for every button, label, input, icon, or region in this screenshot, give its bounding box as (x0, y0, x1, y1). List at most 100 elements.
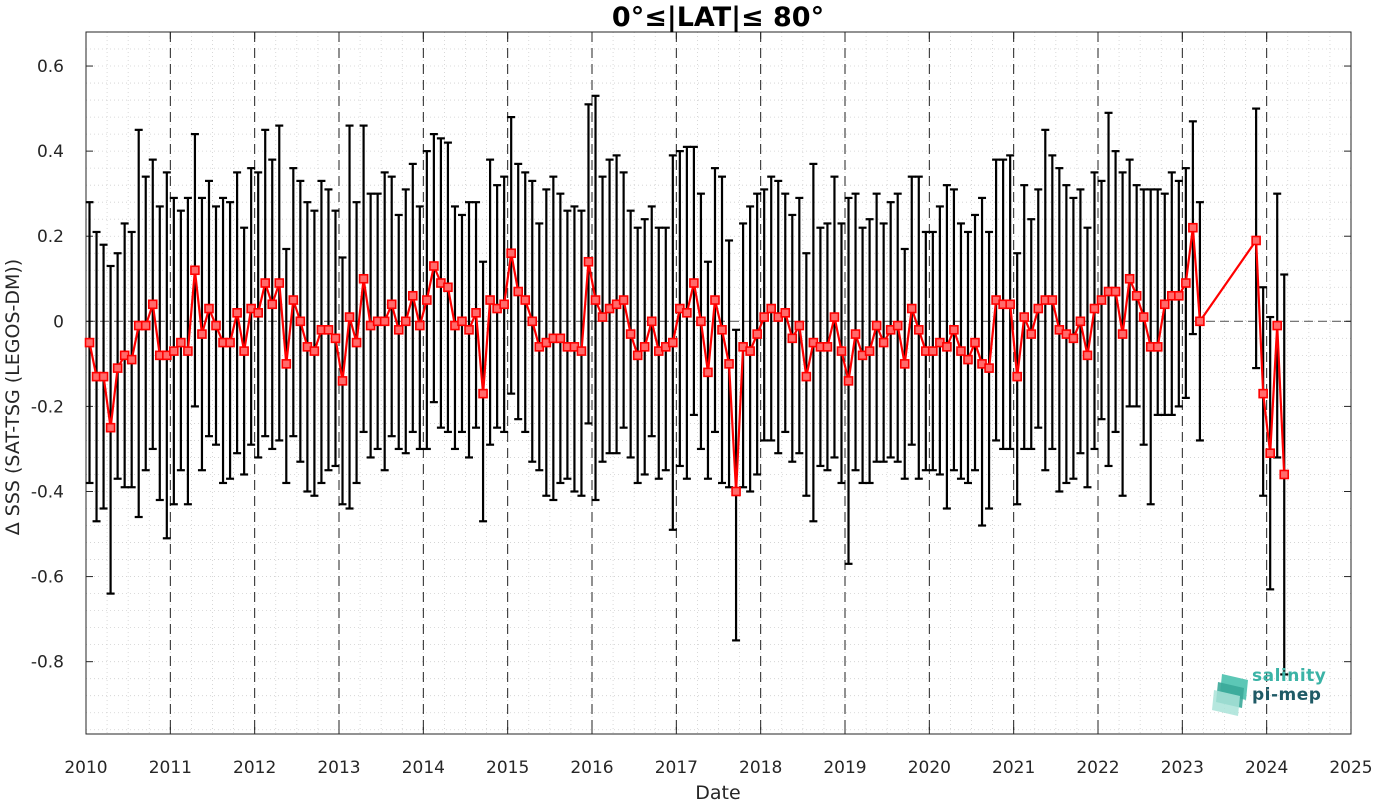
data-point-marker (892, 320, 903, 331)
data-point-marker (913, 325, 924, 335)
data-point-marker (1026, 329, 1037, 339)
data-point-marker (618, 295, 629, 305)
data-point-marker (949, 325, 959, 335)
y-tick-label: 0.6 (37, 57, 64, 77)
data-point-marker (478, 388, 488, 399)
y-tick-labels: 0.6 0.4 0.2 0 -0.2 -0.4 -0.6 -0.8 (31, 57, 64, 673)
data-point-marker (232, 307, 242, 318)
salinity-pi-mep-logo: salinity pi-mep (1212, 664, 1352, 720)
data-point-marker (970, 337, 980, 348)
y-tick-label: 0.4 (37, 142, 64, 162)
data-point-marker (632, 350, 643, 361)
y-tick-label: -0.6 (31, 568, 64, 588)
data-point-marker (309, 346, 320, 356)
y-tick-label: -0.4 (31, 482, 64, 502)
data-point-marker (415, 320, 425, 331)
x-tick-label: 2024 (1245, 758, 1288, 778)
data-point-marker (1279, 469, 1290, 480)
x-tick-label: 2017 (655, 758, 698, 778)
data-point-marker (407, 290, 418, 301)
data-point-marker (485, 295, 495, 305)
data-point-marker (899, 359, 910, 369)
data-point-marker (576, 346, 587, 356)
data-point-marker (625, 329, 636, 339)
data-point-marker (710, 295, 720, 305)
data-point-marker (267, 299, 278, 310)
data-point-marker (351, 337, 362, 348)
data-point-marker (1195, 316, 1205, 327)
minor-grid (85, 32, 1352, 734)
data-point-marker (330, 333, 341, 344)
data-point-marker (583, 256, 594, 267)
x-tick-label: 2014 (402, 758, 445, 778)
data-point-marker (928, 346, 938, 356)
data-point-marker (1033, 303, 1044, 314)
y-tick-label: 0 (53, 312, 64, 332)
data-point-marker (253, 307, 263, 318)
data-point-marker (176, 337, 186, 348)
data-point-marker (1124, 273, 1135, 284)
data-point-marker (696, 316, 706, 327)
data-point-marker (956, 346, 966, 356)
data-point-marker (1089, 303, 1100, 314)
data-point-marker (984, 363, 994, 373)
data-point-marker (274, 278, 285, 288)
data-point-marker (794, 320, 805, 331)
data-point-marker (1110, 286, 1121, 297)
data-point-marker (471, 307, 481, 318)
x-tick-label: 2018 (739, 758, 782, 778)
data-point-marker (822, 342, 833, 352)
data-point-marker (668, 337, 678, 348)
logo-mark-icon (1212, 674, 1248, 716)
data-point-marker (780, 307, 791, 318)
data-point-marker (288, 295, 299, 305)
data-point-marker (766, 303, 777, 314)
x-tick-labels: 2010 2011 2012 2013 2014 2015 2016 2017 2018 2019… (64, 758, 1372, 778)
axis-ticks (85, 32, 1352, 734)
data-point-marker (646, 316, 657, 327)
data-point-marker (400, 316, 411, 327)
data-point-marker (443, 282, 453, 293)
data-point-marker (112, 363, 123, 373)
data-point-marker (801, 371, 812, 382)
major-grid (169, 32, 1268, 734)
error-bars (85, 94, 1289, 676)
data-point-marker (1068, 333, 1079, 344)
data-point-marker (457, 316, 467, 327)
data-point-marker (1188, 222, 1198, 233)
x-axis-label: Date (695, 782, 740, 801)
data-point-marker (464, 325, 474, 335)
y-tick-label: -0.2 (31, 397, 64, 417)
data-point-marker (717, 325, 727, 335)
data-point-marker (590, 295, 601, 305)
data-point-marker (1096, 295, 1107, 305)
x-tick-label: 2015 (486, 758, 529, 778)
data-point-marker (211, 320, 221, 331)
data-point-marker (204, 303, 214, 314)
logo-text-pimep: pi-mep (1252, 685, 1322, 705)
data-point-marker (1075, 316, 1086, 327)
data-point-marker (942, 342, 952, 352)
data-point-marker (1005, 299, 1015, 310)
data-point-marker (337, 376, 348, 386)
series-markers (84, 222, 1290, 497)
data-point-marker (745, 346, 755, 356)
data-point-marker (422, 295, 432, 305)
data-point-marker (1012, 371, 1022, 382)
data-point-marker (225, 337, 235, 348)
data-point-marker (963, 354, 973, 365)
data-point-marker (1131, 290, 1142, 301)
data-point-marker (724, 359, 734, 369)
data-point-marker (1159, 299, 1170, 310)
data-point-marker (829, 312, 840, 322)
data-point-marker (1181, 278, 1191, 288)
data-point-marker (871, 320, 882, 331)
data-point-marker (190, 265, 200, 276)
data-point-marker (1174, 290, 1184, 301)
data-point-marker (527, 316, 538, 327)
data-point-marker (126, 354, 137, 365)
data-point-marker (682, 307, 692, 318)
data-point-marker (1047, 295, 1058, 305)
data-point-marker (169, 346, 179, 356)
x-tick-label: 2025 (1329, 758, 1372, 778)
